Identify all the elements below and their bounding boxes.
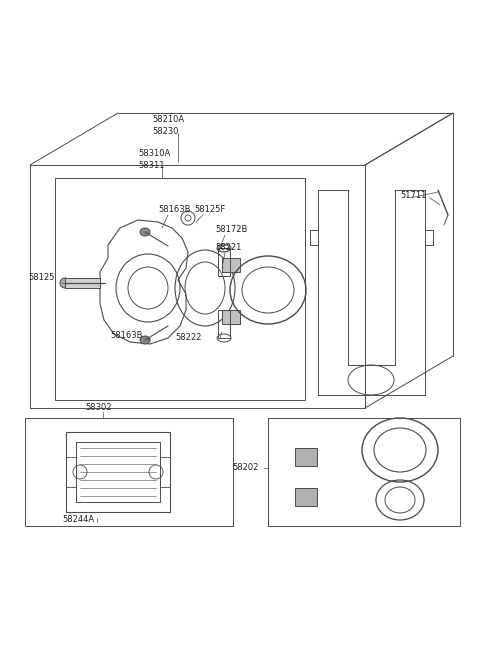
Bar bbox=[76, 442, 160, 502]
Text: 58221: 58221 bbox=[215, 244, 241, 252]
Bar bbox=[222, 258, 240, 272]
Bar bbox=[25, 418, 233, 526]
Bar bbox=[268, 418, 460, 526]
Bar bbox=[65, 278, 100, 288]
Bar bbox=[55, 178, 305, 400]
Text: 58125: 58125 bbox=[28, 274, 54, 282]
Text: 58172B: 58172B bbox=[215, 225, 247, 234]
Bar bbox=[218, 310, 230, 338]
Ellipse shape bbox=[140, 228, 150, 236]
Ellipse shape bbox=[140, 336, 150, 344]
Text: 58244A: 58244A bbox=[62, 515, 94, 525]
Bar bbox=[66, 432, 170, 512]
Text: 58302: 58302 bbox=[85, 403, 111, 413]
Text: 58222: 58222 bbox=[175, 333, 202, 343]
Text: 58163B: 58163B bbox=[110, 331, 143, 339]
Text: 51711: 51711 bbox=[400, 191, 426, 200]
Text: 58125F: 58125F bbox=[194, 206, 225, 214]
Text: 58311: 58311 bbox=[138, 160, 165, 170]
Text: 58210A: 58210A bbox=[152, 115, 184, 124]
Text: 58163B: 58163B bbox=[158, 206, 191, 214]
Bar bbox=[295, 488, 317, 506]
Bar bbox=[222, 310, 240, 324]
Bar bbox=[295, 448, 317, 466]
Text: 58202: 58202 bbox=[232, 464, 258, 472]
Text: 58230: 58230 bbox=[152, 128, 179, 136]
Text: 58310A: 58310A bbox=[138, 149, 170, 157]
Ellipse shape bbox=[60, 278, 70, 288]
Bar bbox=[218, 248, 230, 276]
